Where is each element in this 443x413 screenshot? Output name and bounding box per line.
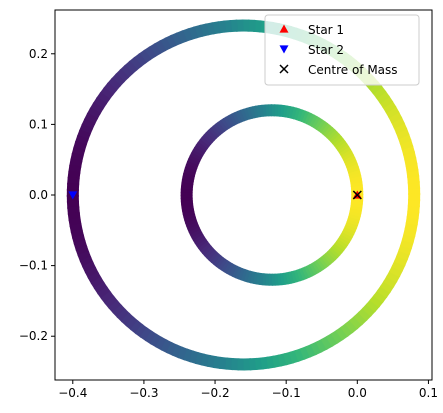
- legend-box: [264, 14, 420, 86]
- x-tick-label: −0.1: [272, 386, 301, 400]
- y-tick-label: −0.2: [19, 329, 48, 343]
- x-tick-label: 0.0: [348, 386, 367, 400]
- legend-marker-centre-of-mass: [279, 64, 289, 74]
- x-tick-label: −0.2: [200, 386, 229, 400]
- legend-marker-star-2: [279, 45, 289, 54]
- legend-label-star-2: Star 2: [308, 43, 344, 57]
- x-stroke: [279, 64, 289, 74]
- y-tick-label: 0.0: [29, 188, 48, 202]
- x-tick-label: 0.1: [419, 386, 438, 400]
- axis-ticks: −0.4 −0.3 −0.2 −0.1 0.0 0.1 0.2 0.1 0.0 −0.1 −0.2: [19, 47, 438, 400]
- legend-label-centre-of-mass: Centre of Mass: [308, 63, 398, 77]
- x-stroke: [352, 190, 362, 200]
- legend-label-star-1: Star 1: [308, 23, 344, 37]
- y-tick-label: −0.1: [19, 259, 48, 273]
- marker-star-2: [68, 191, 78, 200]
- y-tick-label: 0.2: [29, 47, 48, 61]
- x-tick-label: −0.3: [129, 386, 158, 400]
- legend-marker-star-1: [279, 24, 289, 33]
- plot-area: [66, 19, 421, 371]
- x-tick-label: −0.4: [58, 386, 87, 400]
- marker-centre-of-mass: [352, 190, 362, 200]
- orbit-ring-1: [180, 104, 364, 286]
- legend: Star 1 Star 2 Centre of Mass: [264, 14, 420, 86]
- y-tick-label: 0.1: [29, 117, 48, 131]
